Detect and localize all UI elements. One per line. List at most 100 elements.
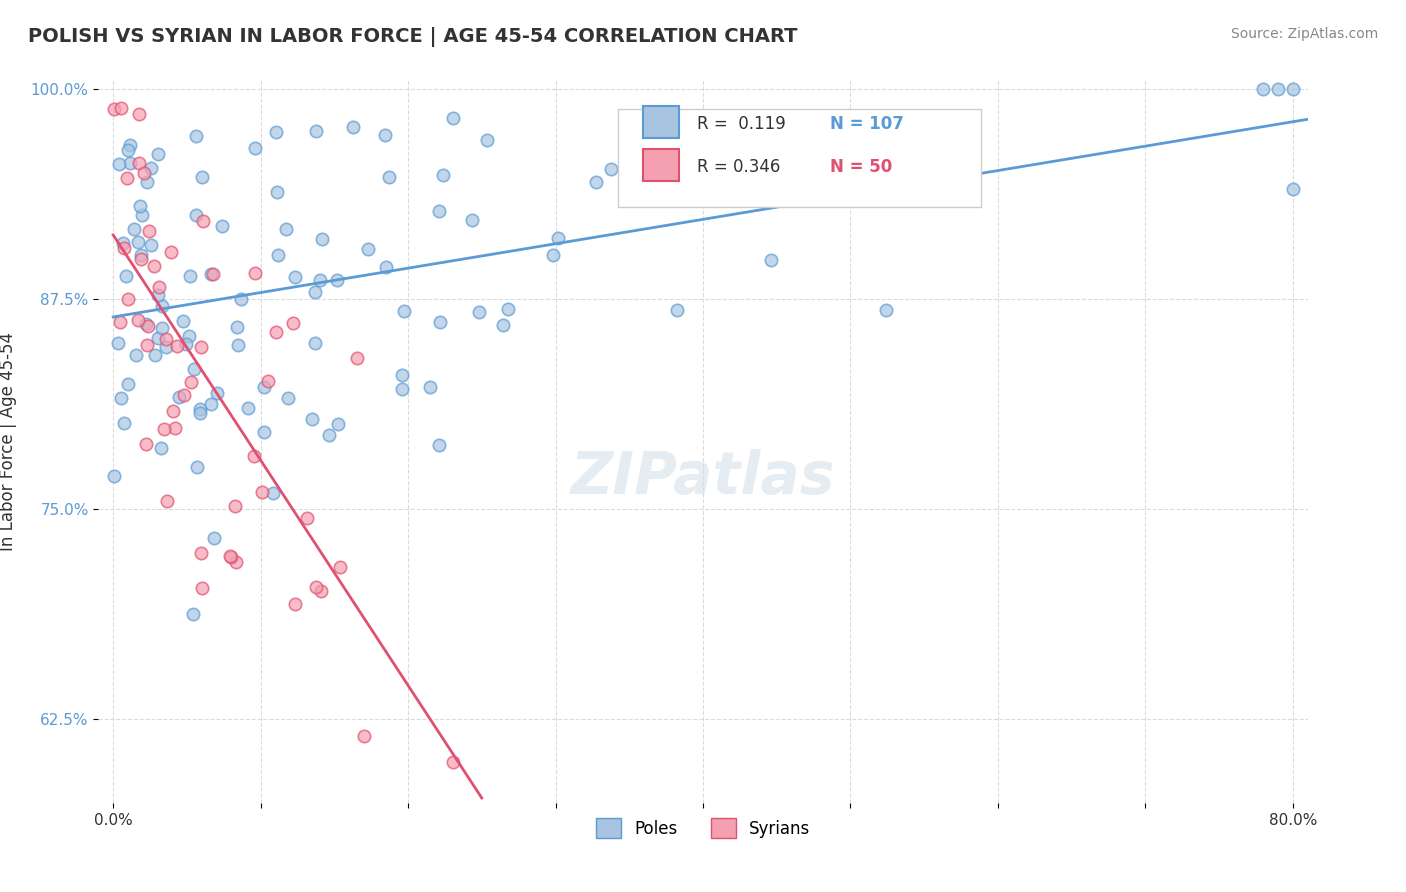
Poles [378, 169, 401, 184]
Poles [394, 304, 416, 318]
Syrians [242, 449, 264, 463]
Syrians [135, 437, 157, 451]
Poles [110, 391, 132, 405]
Bar [643, 105, 679, 138]
Poles [139, 161, 162, 176]
Poles [120, 155, 142, 169]
Poles [429, 204, 451, 219]
Syrians [309, 584, 332, 599]
Poles [633, 171, 655, 186]
Syrians [110, 101, 132, 115]
Poles [492, 318, 515, 332]
Y-axis label: In Labor Force | Age 45-54: In Labor Force | Age 45-54 [0, 332, 17, 551]
Syrians [153, 422, 176, 436]
Poles [277, 391, 299, 405]
Syrians [283, 316, 305, 330]
Poles [326, 273, 349, 287]
Text: POLISH VS SYRIAN IN LABOR FORCE | AGE 45-54 CORRELATION CHART: POLISH VS SYRIAN IN LABOR FORCE | AGE 45… [28, 27, 797, 46]
Poles [112, 416, 135, 430]
Poles [155, 340, 177, 354]
Poles [120, 138, 142, 153]
Poles [117, 376, 139, 391]
Syrians [243, 266, 266, 280]
Text: R =  0.119: R = 0.119 [697, 115, 786, 133]
Poles [759, 252, 782, 267]
Poles [432, 168, 454, 182]
Syrians [191, 582, 214, 596]
Poles [391, 382, 413, 396]
Syrians [127, 312, 149, 326]
Poles [146, 147, 169, 161]
Poles [129, 198, 152, 212]
Poles [304, 285, 326, 299]
Poles [264, 125, 287, 139]
Syrians [173, 388, 195, 402]
Syrians [353, 729, 375, 743]
Syrians [224, 499, 246, 513]
Poles [342, 120, 364, 135]
Syrians [219, 549, 242, 564]
Text: R = 0.346: R = 0.346 [697, 158, 780, 176]
Syrians [264, 325, 287, 339]
Poles [723, 65, 745, 79]
Syrians [138, 224, 160, 238]
Poles [600, 161, 623, 176]
Poles [131, 208, 153, 222]
Poles [202, 531, 225, 545]
Poles [326, 417, 349, 431]
Poles [304, 335, 326, 350]
Syrians [329, 560, 352, 574]
Poles [541, 248, 564, 262]
Syrians [297, 511, 319, 525]
Poles [305, 124, 328, 138]
Poles [103, 469, 125, 483]
Poles [1282, 182, 1305, 196]
Syrians [190, 341, 212, 355]
Syrians [191, 214, 214, 228]
Syrians [441, 755, 464, 769]
Syrians [110, 315, 132, 329]
Poles [460, 212, 482, 227]
Poles [498, 302, 520, 317]
Poles [150, 441, 173, 455]
Poles [115, 268, 138, 283]
Syrians [156, 494, 179, 508]
Poles [186, 459, 208, 474]
Poles [1267, 81, 1289, 95]
Syrians [143, 259, 166, 273]
Poles [427, 438, 450, 452]
Poles [875, 303, 897, 318]
Poles [110, 65, 132, 79]
Text: Source: ZipAtlas.com: Source: ZipAtlas.com [1230, 27, 1378, 41]
Poles [188, 401, 211, 416]
Poles [108, 157, 131, 171]
Syrians [257, 375, 280, 389]
Syrians [128, 156, 150, 170]
Syrians [104, 65, 127, 79]
Poles [127, 235, 149, 249]
Bar [643, 149, 679, 181]
Poles [200, 397, 222, 411]
Poles [467, 304, 489, 318]
Poles [848, 191, 870, 205]
Poles [391, 368, 413, 382]
Poles [253, 425, 276, 439]
Syrians [190, 546, 212, 560]
Syrians [155, 332, 177, 346]
Poles [183, 607, 205, 621]
Poles [267, 248, 290, 262]
Syrians [162, 403, 184, 417]
Poles [301, 412, 323, 426]
Poles [374, 260, 396, 274]
Poles [266, 185, 288, 199]
Poles [183, 362, 205, 376]
Syrians [112, 241, 135, 255]
Poles [107, 336, 129, 351]
Poles [117, 143, 139, 157]
Syrians [136, 318, 159, 333]
Poles [135, 175, 157, 189]
Poles [475, 133, 498, 147]
Poles [174, 337, 197, 351]
Poles [877, 166, 900, 180]
Poles [547, 231, 569, 245]
